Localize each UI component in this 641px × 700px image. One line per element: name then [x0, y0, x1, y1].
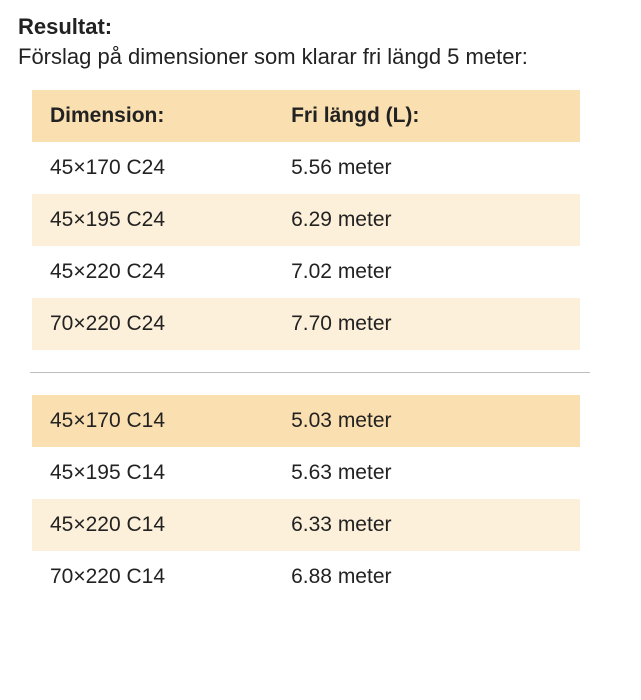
- cell-dimension: 45×220 C14: [32, 499, 273, 551]
- cell-length: 6.33 meter: [273, 499, 580, 551]
- cell-length: 7.02 meter: [273, 246, 580, 298]
- cell-dimension: 45×170 C14: [32, 395, 273, 447]
- cell-dimension: 70×220 C24: [32, 298, 273, 350]
- section-divider: [30, 372, 590, 373]
- column-header-length: Fri längd (L):: [273, 90, 580, 142]
- cell-dimension: 45×170 C24: [32, 142, 273, 194]
- table-row: 45×170 C14 5.03 meter: [32, 395, 580, 447]
- cell-dimension: 45×195 C14: [32, 447, 273, 499]
- table-row: 45×220 C14 6.33 meter: [32, 499, 580, 551]
- cell-length: 6.88 meter: [273, 551, 580, 603]
- cell-length: 7.70 meter: [273, 298, 580, 350]
- cell-length: 5.03 meter: [273, 395, 580, 447]
- result-subtitle: Förslag på dimensioner som klarar fri lä…: [18, 44, 623, 70]
- table-row: 45×195 C24 6.29 meter: [32, 194, 580, 246]
- cell-length: 5.63 meter: [273, 447, 580, 499]
- column-header-dimension: Dimension:: [32, 90, 273, 142]
- table-row: 45×220 C24 7.02 meter: [32, 246, 580, 298]
- table-row: 45×195 C14 5.63 meter: [32, 447, 580, 499]
- table-row: 45×170 C24 5.56 meter: [32, 142, 580, 194]
- result-heading: Resultat:: [18, 14, 623, 40]
- table-row: 70×220 C24 7.70 meter: [32, 298, 580, 350]
- cell-length: 6.29 meter: [273, 194, 580, 246]
- table-header-row: Dimension: Fri längd (L):: [32, 90, 580, 142]
- table-row: 70×220 C14 6.88 meter: [32, 551, 580, 603]
- dimension-table-c24: Dimension: Fri längd (L): 45×170 C24 5.5…: [32, 90, 580, 350]
- cell-dimension: 45×220 C24: [32, 246, 273, 298]
- cell-length: 5.56 meter: [273, 142, 580, 194]
- dimension-table-c14: 45×170 C14 5.03 meter 45×195 C14 5.63 me…: [32, 395, 580, 603]
- cell-dimension: 70×220 C14: [32, 551, 273, 603]
- cell-dimension: 45×195 C24: [32, 194, 273, 246]
